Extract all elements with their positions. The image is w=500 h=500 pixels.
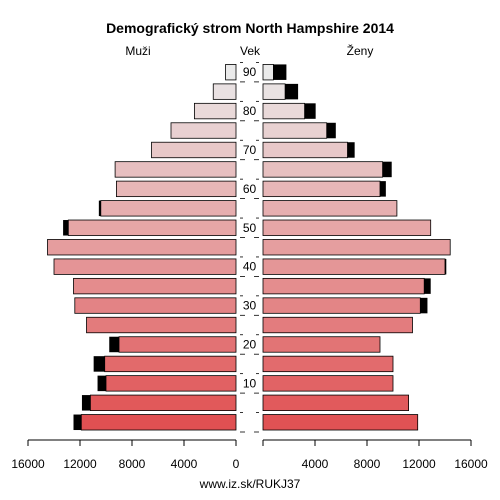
male-bar-25-29 xyxy=(86,316,237,334)
age-tick-label: 70 xyxy=(243,143,257,157)
x-tick-label: 16000 xyxy=(11,457,45,471)
female-bar-25-29 xyxy=(262,316,413,334)
male-excess-bar-5-9 xyxy=(81,395,91,411)
male-excess-bar-55-59 xyxy=(98,200,101,217)
female-header: Ženy xyxy=(347,43,374,58)
source-footer: www.iz.sk/RUKJ37 xyxy=(199,477,301,491)
age-tick-label: 30 xyxy=(243,299,257,313)
female-excess-bar-80-84 xyxy=(304,103,316,119)
female-excess-bar-60-64 xyxy=(380,181,386,197)
male-bar-5-9 xyxy=(90,394,237,411)
male-excess-bar-50-54 xyxy=(63,220,69,236)
male-bar-30-34 xyxy=(74,297,237,314)
x-tick-label: 0 xyxy=(233,457,240,471)
male-bar-50-54 xyxy=(67,219,237,236)
female-excess-bar-85-89 xyxy=(285,83,299,100)
male-excess-bar-20-24 xyxy=(109,336,119,353)
age-tick-label: 90 xyxy=(243,65,257,79)
age-tick-label: 50 xyxy=(243,221,257,235)
x-tick-label: 8000 xyxy=(119,457,146,471)
female-bar-50-54 xyxy=(262,219,432,236)
female-excess-bar-30-34 xyxy=(420,297,428,314)
chart-title: Demografický strom North Hampshire 2014 xyxy=(106,20,394,36)
age-header: Vek xyxy=(240,44,261,58)
female-bar-80-84 xyxy=(262,102,305,120)
female-bar-55-59 xyxy=(262,200,398,217)
female-bar-35-39 xyxy=(262,277,425,295)
male-bar-75-79 xyxy=(170,122,237,139)
male-bar-35-39 xyxy=(73,277,237,295)
male-bar-80-84 xyxy=(193,102,237,120)
age-tick-label: 60 xyxy=(243,182,257,196)
female-excess-bar-90+ xyxy=(273,64,287,80)
male-bar-55-59 xyxy=(100,200,237,217)
female-bar-90+ xyxy=(262,64,274,81)
age-tick-label: 80 xyxy=(243,104,257,118)
male-bar-45-49 xyxy=(47,239,237,256)
female-bar-0-4 xyxy=(262,414,419,431)
male-excess-bar-15-19 xyxy=(93,356,105,372)
male-bar-0-4 xyxy=(80,414,237,431)
female-excess-bar-75-79 xyxy=(326,122,336,139)
female-bar-70-74 xyxy=(262,141,348,159)
age-tick-label: 10 xyxy=(243,376,257,390)
female-bar-15-19 xyxy=(262,355,394,373)
female-bar-60-64 xyxy=(262,180,381,198)
x-tick-label: 4000 xyxy=(171,457,198,471)
x-tick-label: 8000 xyxy=(354,457,381,471)
x-tick-label: 12000 xyxy=(63,457,97,471)
female-bar-45-49 xyxy=(262,239,451,256)
female-excess-bar-65-69 xyxy=(382,161,392,178)
female-excess-bar-70-74 xyxy=(347,142,355,158)
male-bar-60-64 xyxy=(116,180,237,198)
female-bar-65-69 xyxy=(262,161,383,178)
female-bar-20-24 xyxy=(262,336,381,353)
male-header: Muži xyxy=(125,44,150,58)
age-tick-label: 40 xyxy=(243,260,257,274)
male-bar-85-89 xyxy=(212,83,237,100)
male-bar-40-44 xyxy=(53,258,237,275)
female-bar-85-89 xyxy=(262,83,286,100)
female-bar-10-14 xyxy=(262,375,394,392)
male-excess-bar-10-14 xyxy=(97,375,106,392)
female-excess-bar-40-44 xyxy=(445,258,447,275)
female-bar-30-34 xyxy=(262,297,421,314)
male-bar-15-19 xyxy=(104,355,237,373)
x-tick-label: 16000 xyxy=(454,457,488,471)
female-bar-75-79 xyxy=(262,122,328,139)
x-tick-label: 12000 xyxy=(402,457,436,471)
x-tick-label: 4000 xyxy=(302,457,329,471)
female-bar-5-9 xyxy=(262,394,410,411)
female-excess-bar-35-39 xyxy=(424,278,431,294)
male-bar-90+ xyxy=(225,64,237,81)
bars-group xyxy=(47,64,451,431)
axes-group: 10 20 30 40 50 60 70 80 90 16000 12000 8000 4000 0 400… xyxy=(11,62,488,471)
male-bar-65-69 xyxy=(114,161,237,178)
age-tick-label: 20 xyxy=(243,337,257,351)
male-excess-bar-0-4 xyxy=(73,414,82,431)
female-bar-40-44 xyxy=(262,258,446,275)
male-bar-10-14 xyxy=(105,375,237,392)
male-bar-20-24 xyxy=(118,336,237,353)
male-bar-70-74 xyxy=(151,141,237,159)
